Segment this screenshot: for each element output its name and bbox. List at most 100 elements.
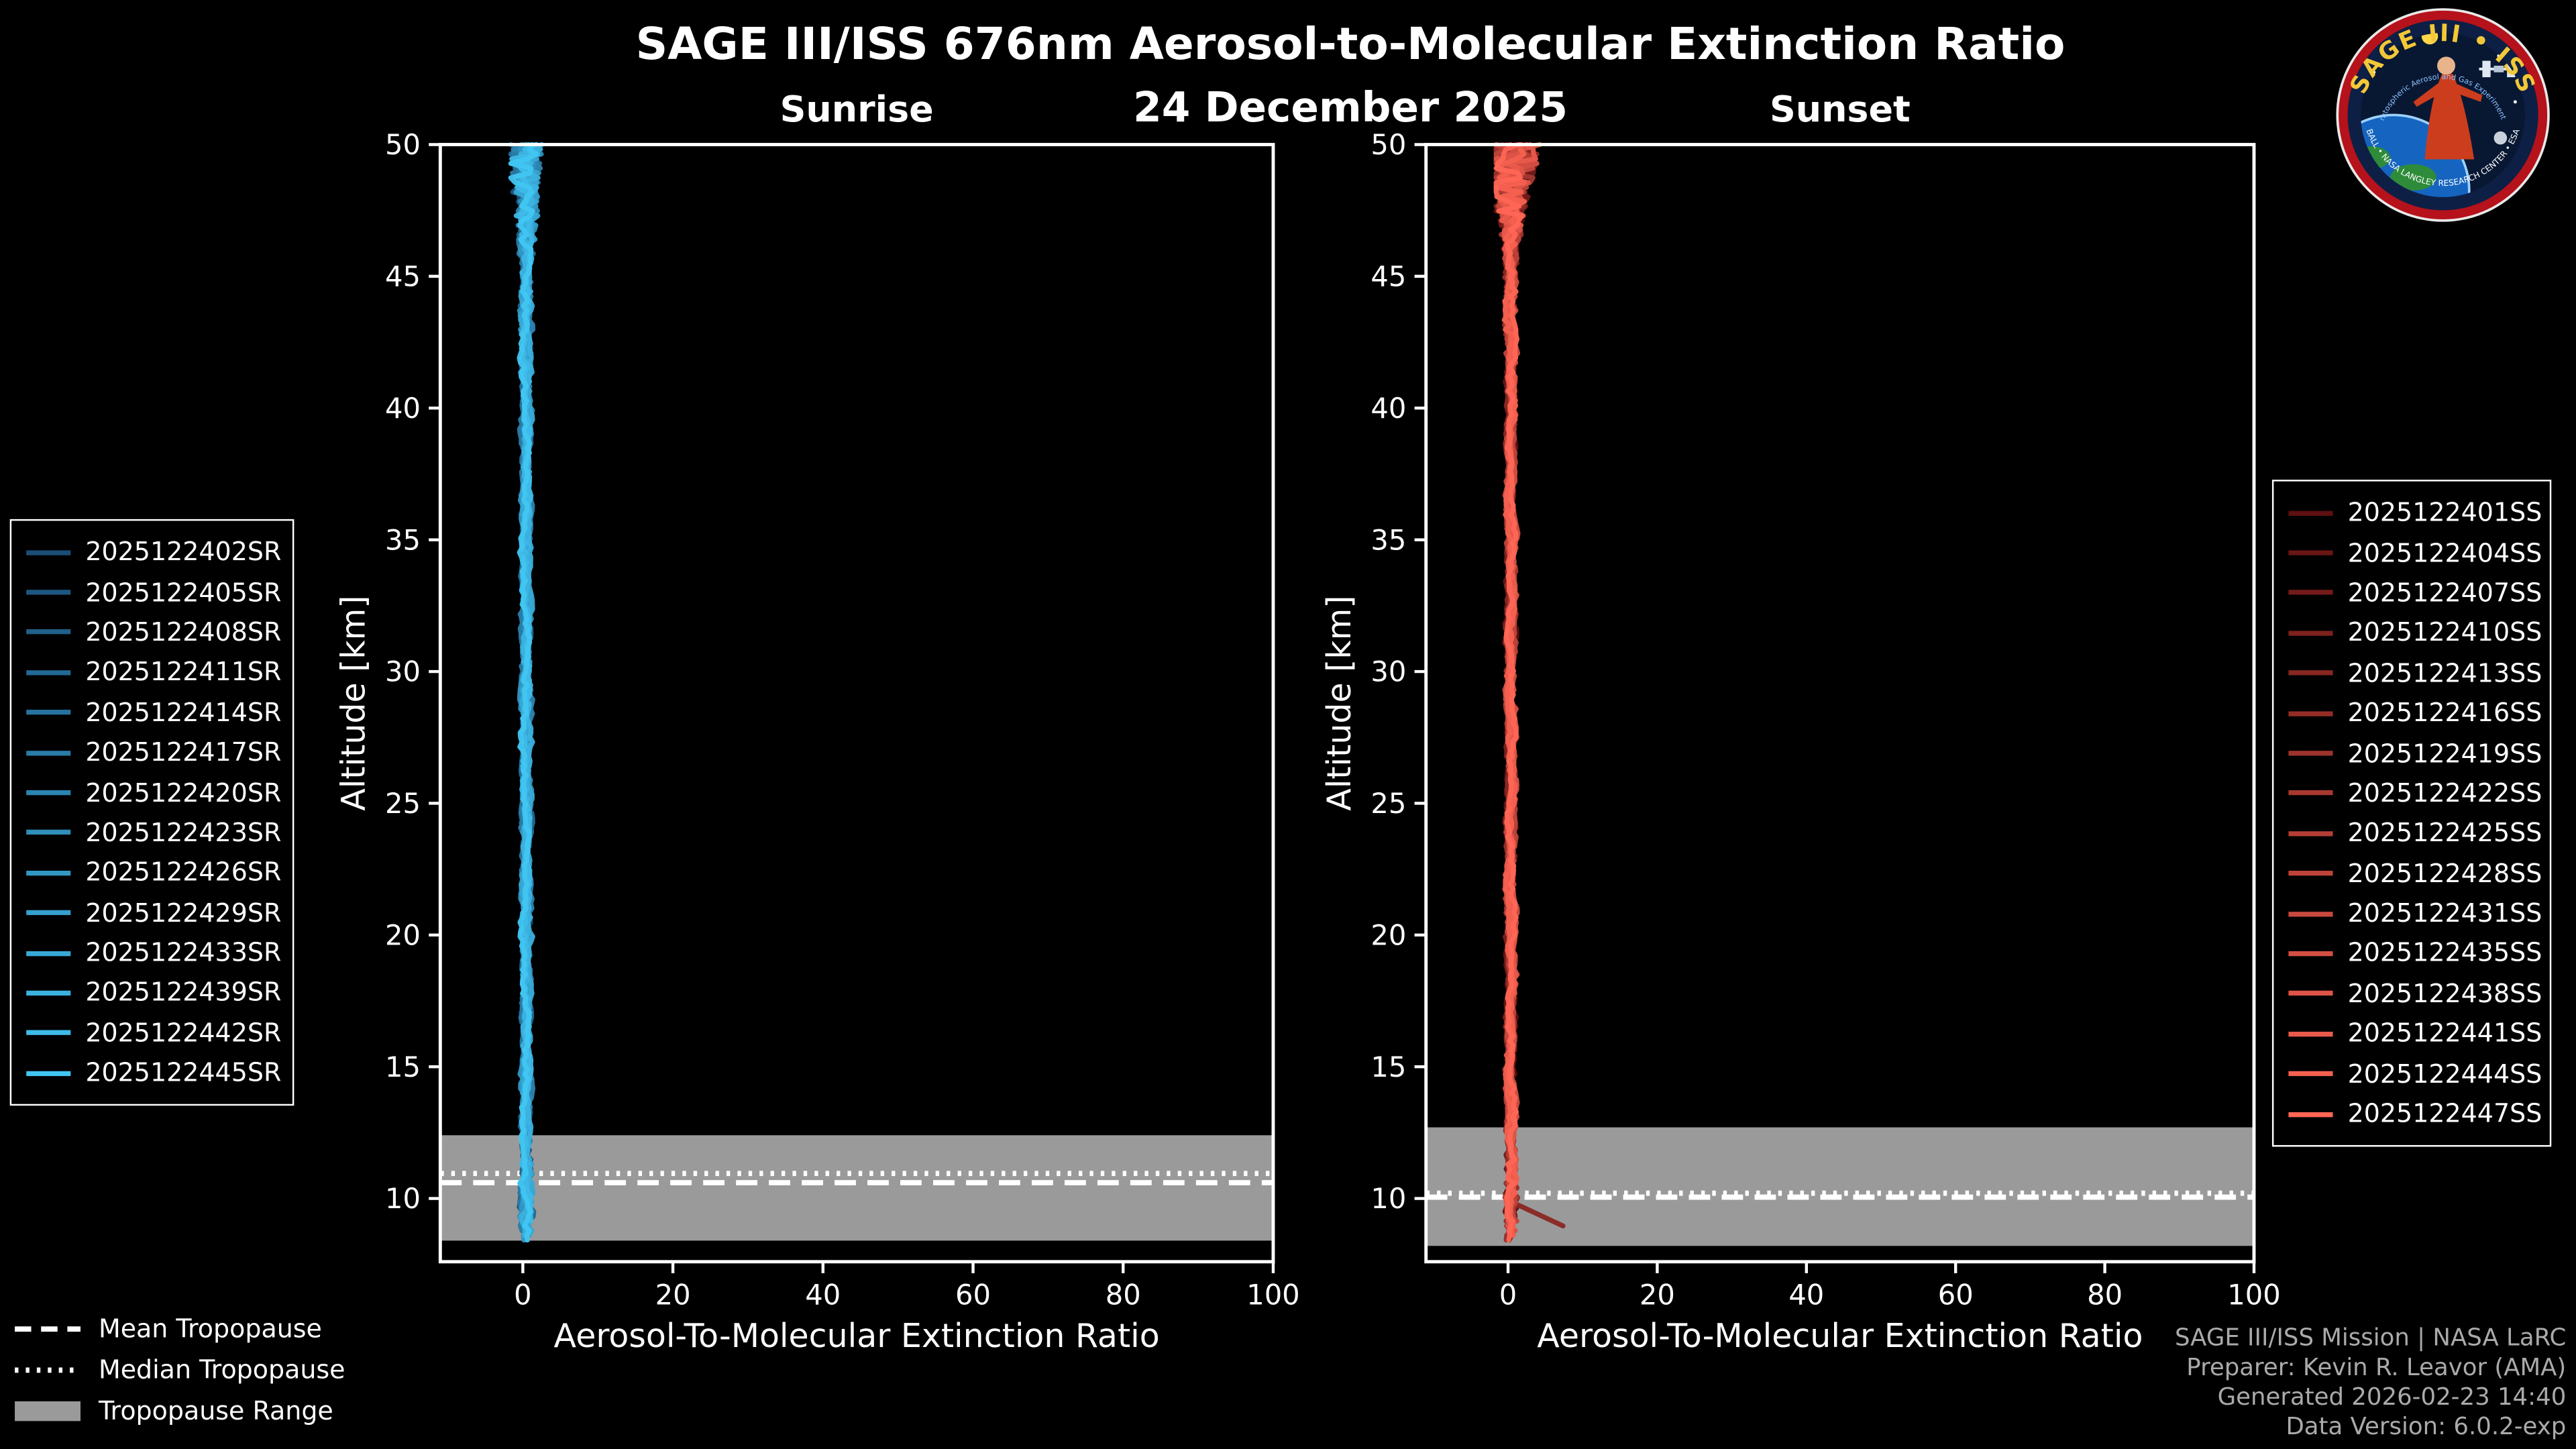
- axes: 10 15 20 25 30 35 40 45 50 0 20 40 60 80 100: [1371, 128, 2280, 1311]
- legend-item: 2025122445SR: [26, 1053, 282, 1093]
- y-tick-label: 20: [385, 918, 421, 951]
- legend-item: 2025122417SR: [26, 733, 282, 773]
- y-tick-label: 10: [1371, 1182, 1406, 1215]
- legend-item: 2025122410SS: [2288, 613, 2542, 653]
- x-tick-label: 0: [514, 1278, 531, 1311]
- legend-line-swatch: [2288, 751, 2333, 756]
- legend-line-swatch: [2288, 590, 2333, 596]
- x-tick-label: 20: [1640, 1278, 1675, 1311]
- tropopause-legend-median: Median Tropopause: [13, 1349, 345, 1390]
- legend-item-label: 2025122435SS: [2347, 938, 2542, 969]
- legend-item: 2025122420SR: [26, 773, 281, 813]
- sunset-y-axis-label: Altitude [km]: [1320, 596, 1358, 811]
- legend-item-label: 2025122442SR: [85, 1018, 282, 1049]
- legend-line-swatch: [26, 870, 71, 875]
- tropopause-range-band: [440, 1135, 1273, 1241]
- x-tick-label: 100: [2227, 1278, 2280, 1311]
- footer-credits: SAGE III/ISS Mission | NASA LaRC Prepare…: [2175, 1324, 2566, 1442]
- legend-line-swatch: [2288, 830, 2333, 837]
- tropopause-legend-mean-label: Mean Tropopause: [98, 1313, 322, 1344]
- y-tick-label: 25: [385, 787, 421, 820]
- legend-line-swatch: [26, 830, 71, 836]
- tropopause-range-band: [1426, 1127, 2254, 1246]
- footer-generated: Generated 2026-02-23 14:40: [2217, 1385, 2567, 1411]
- legend-line-swatch: [26, 750, 71, 755]
- profile-lines: [1493, 142, 1566, 1243]
- legend-item-label: 2025122414SR: [85, 698, 282, 728]
- sage-iii-iss-mission-logo: SAGE III • ISS Stratospheric Aerosol and…: [2334, 7, 2550, 222]
- legend-item-label: 2025122419SS: [2347, 738, 2542, 768]
- legend-item-label: 2025122425SS: [2347, 818, 2542, 849]
- legend-item: 2025122423SR: [26, 813, 282, 853]
- dotted-line-icon: [15, 1366, 81, 1373]
- legend-item-label: 2025122444SS: [2347, 1059, 2542, 1089]
- legend-item: 2025122438SS: [2288, 973, 2542, 1014]
- gray-band-icon: [15, 1400, 80, 1421]
- legend-line-swatch: [2288, 871, 2333, 876]
- legend-item: 2025122407SS: [2288, 573, 2542, 613]
- sunset-legend: 2025122401SS 2025122404SS 2025122407SS 2025…: [2271, 480, 2552, 1147]
- legend-line-swatch: [2288, 510, 2333, 516]
- tropopause-legend: Mean Tropopause Median Tropopause Tropop…: [13, 1307, 345, 1431]
- legend-item: 2025122428SS: [2288, 853, 2542, 894]
- legend-item-label: 2025122404SS: [2347, 538, 2542, 568]
- legend-line-swatch: [26, 790, 71, 796]
- legend-line-swatch: [2288, 1071, 2333, 1077]
- x-tick-label: 80: [1106, 1278, 1141, 1311]
- legend-item-label: 2025122438SS: [2347, 979, 2542, 1009]
- y-tick-label: 30: [385, 655, 421, 688]
- y-tick-label: 35: [385, 523, 421, 556]
- tropopause-legend-range-label: Tropopause Range: [98, 1395, 333, 1426]
- legend-item: 2025122402SR: [26, 532, 282, 572]
- legend-item: 2025122405SR: [26, 572, 281, 612]
- y-tick-label: 15: [1371, 1051, 1406, 1083]
- dashed-line-icon: [15, 1326, 81, 1331]
- legend-item: 2025122429SR: [26, 893, 282, 933]
- sunrise-legend: 2025122402SR 2025122405SR 2025122408SR 2025…: [9, 519, 294, 1107]
- y-tick-label: 10: [385, 1182, 421, 1215]
- legend-item: 2025122408SR: [26, 612, 281, 653]
- legend-item-label: 2025122441SS: [2347, 1019, 2542, 1049]
- sunrise-y-axis-label: Altitude [km]: [335, 596, 373, 811]
- legend-line-swatch: [2288, 631, 2333, 636]
- legend-item-label: 2025122422SS: [2347, 778, 2542, 808]
- legend-line-swatch: [26, 669, 71, 676]
- legend-line-swatch: [26, 590, 71, 595]
- x-tick-label: 60: [955, 1278, 991, 1311]
- y-tick-label: 25: [1371, 787, 1406, 820]
- axes: 10 15 20 25 30 35 40 45 50 0 20 40 60 80 100: [385, 128, 1300, 1311]
- y-tick-label: 15: [385, 1051, 421, 1083]
- y-tick-label: 45: [385, 260, 421, 293]
- legend-item-label: 2025122417SR: [85, 737, 282, 768]
- legend-item-label: 2025122433SR: [85, 938, 282, 968]
- x-tick-label: 80: [2087, 1278, 2123, 1311]
- legend-item: 2025122422SS: [2288, 773, 2542, 814]
- legend-item-label: 2025122402SR: [85, 537, 282, 568]
- x-tick-label: 60: [1938, 1278, 1974, 1311]
- x-tick-label: 0: [1499, 1278, 1517, 1311]
- legend-item: 2025122414SR: [26, 692, 282, 733]
- tropopause-legend-median-label: Median Tropopause: [98, 1354, 345, 1385]
- legend-item-label: 2025122429SR: [85, 898, 282, 928]
- legend-item: 2025122425SS: [2288, 814, 2542, 854]
- x-tick-label: 100: [1246, 1278, 1299, 1311]
- x-tick-label: 40: [805, 1278, 841, 1311]
- legend-line-swatch: [2288, 710, 2333, 716]
- legend-item-label: 2025122423SR: [85, 818, 282, 848]
- legend-line-swatch: [2288, 790, 2333, 796]
- legend-item-label: 2025122411SR: [85, 657, 282, 688]
- x-tick-label: 40: [1788, 1278, 1824, 1311]
- y-tick-label: 40: [385, 392, 421, 425]
- tropopause-legend-range: Tropopause Range: [13, 1390, 345, 1431]
- legend-line-swatch: [2288, 991, 2333, 996]
- legend-line-swatch: [2288, 670, 2333, 676]
- legend-line-swatch: [26, 910, 71, 916]
- legend-line-swatch: [26, 1071, 71, 1076]
- legend-line-swatch: [26, 990, 71, 996]
- legend-item: 2025122433SR: [26, 933, 282, 973]
- profile-2025122445SR: [508, 142, 539, 1243]
- legend-line-swatch: [26, 549, 71, 555]
- y-tick-label: 20: [1371, 918, 1406, 951]
- legend-item-label: 2025122445SR: [85, 1058, 282, 1088]
- legend-item: 2025122444SS: [2288, 1054, 2542, 1094]
